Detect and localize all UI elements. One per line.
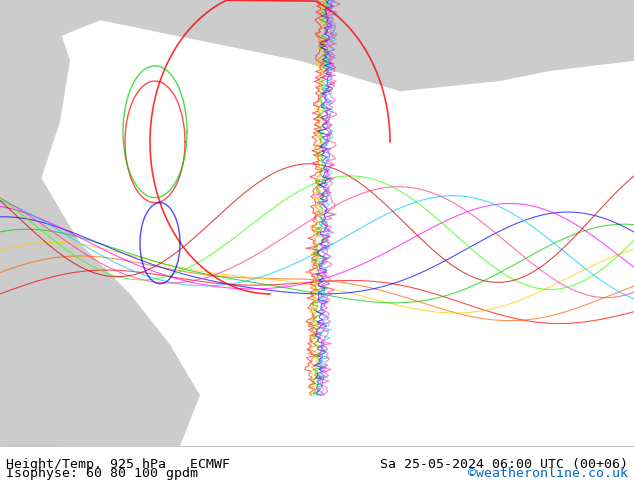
- Text: Sa 25-05-2024 06:00 UTC (00+06): Sa 25-05-2024 06:00 UTC (00+06): [380, 458, 628, 471]
- Polygon shape: [0, 91, 200, 446]
- Text: ©weatheronline.co.uk: ©weatheronline.co.uk: [468, 467, 628, 480]
- Polygon shape: [0, 0, 634, 91]
- Text: Isophyse: 60 80 100 gpdm: Isophyse: 60 80 100 gpdm: [6, 467, 198, 480]
- Text: Height/Temp. 925 hPa   ECMWF: Height/Temp. 925 hPa ECMWF: [6, 458, 230, 471]
- Polygon shape: [0, 0, 80, 446]
